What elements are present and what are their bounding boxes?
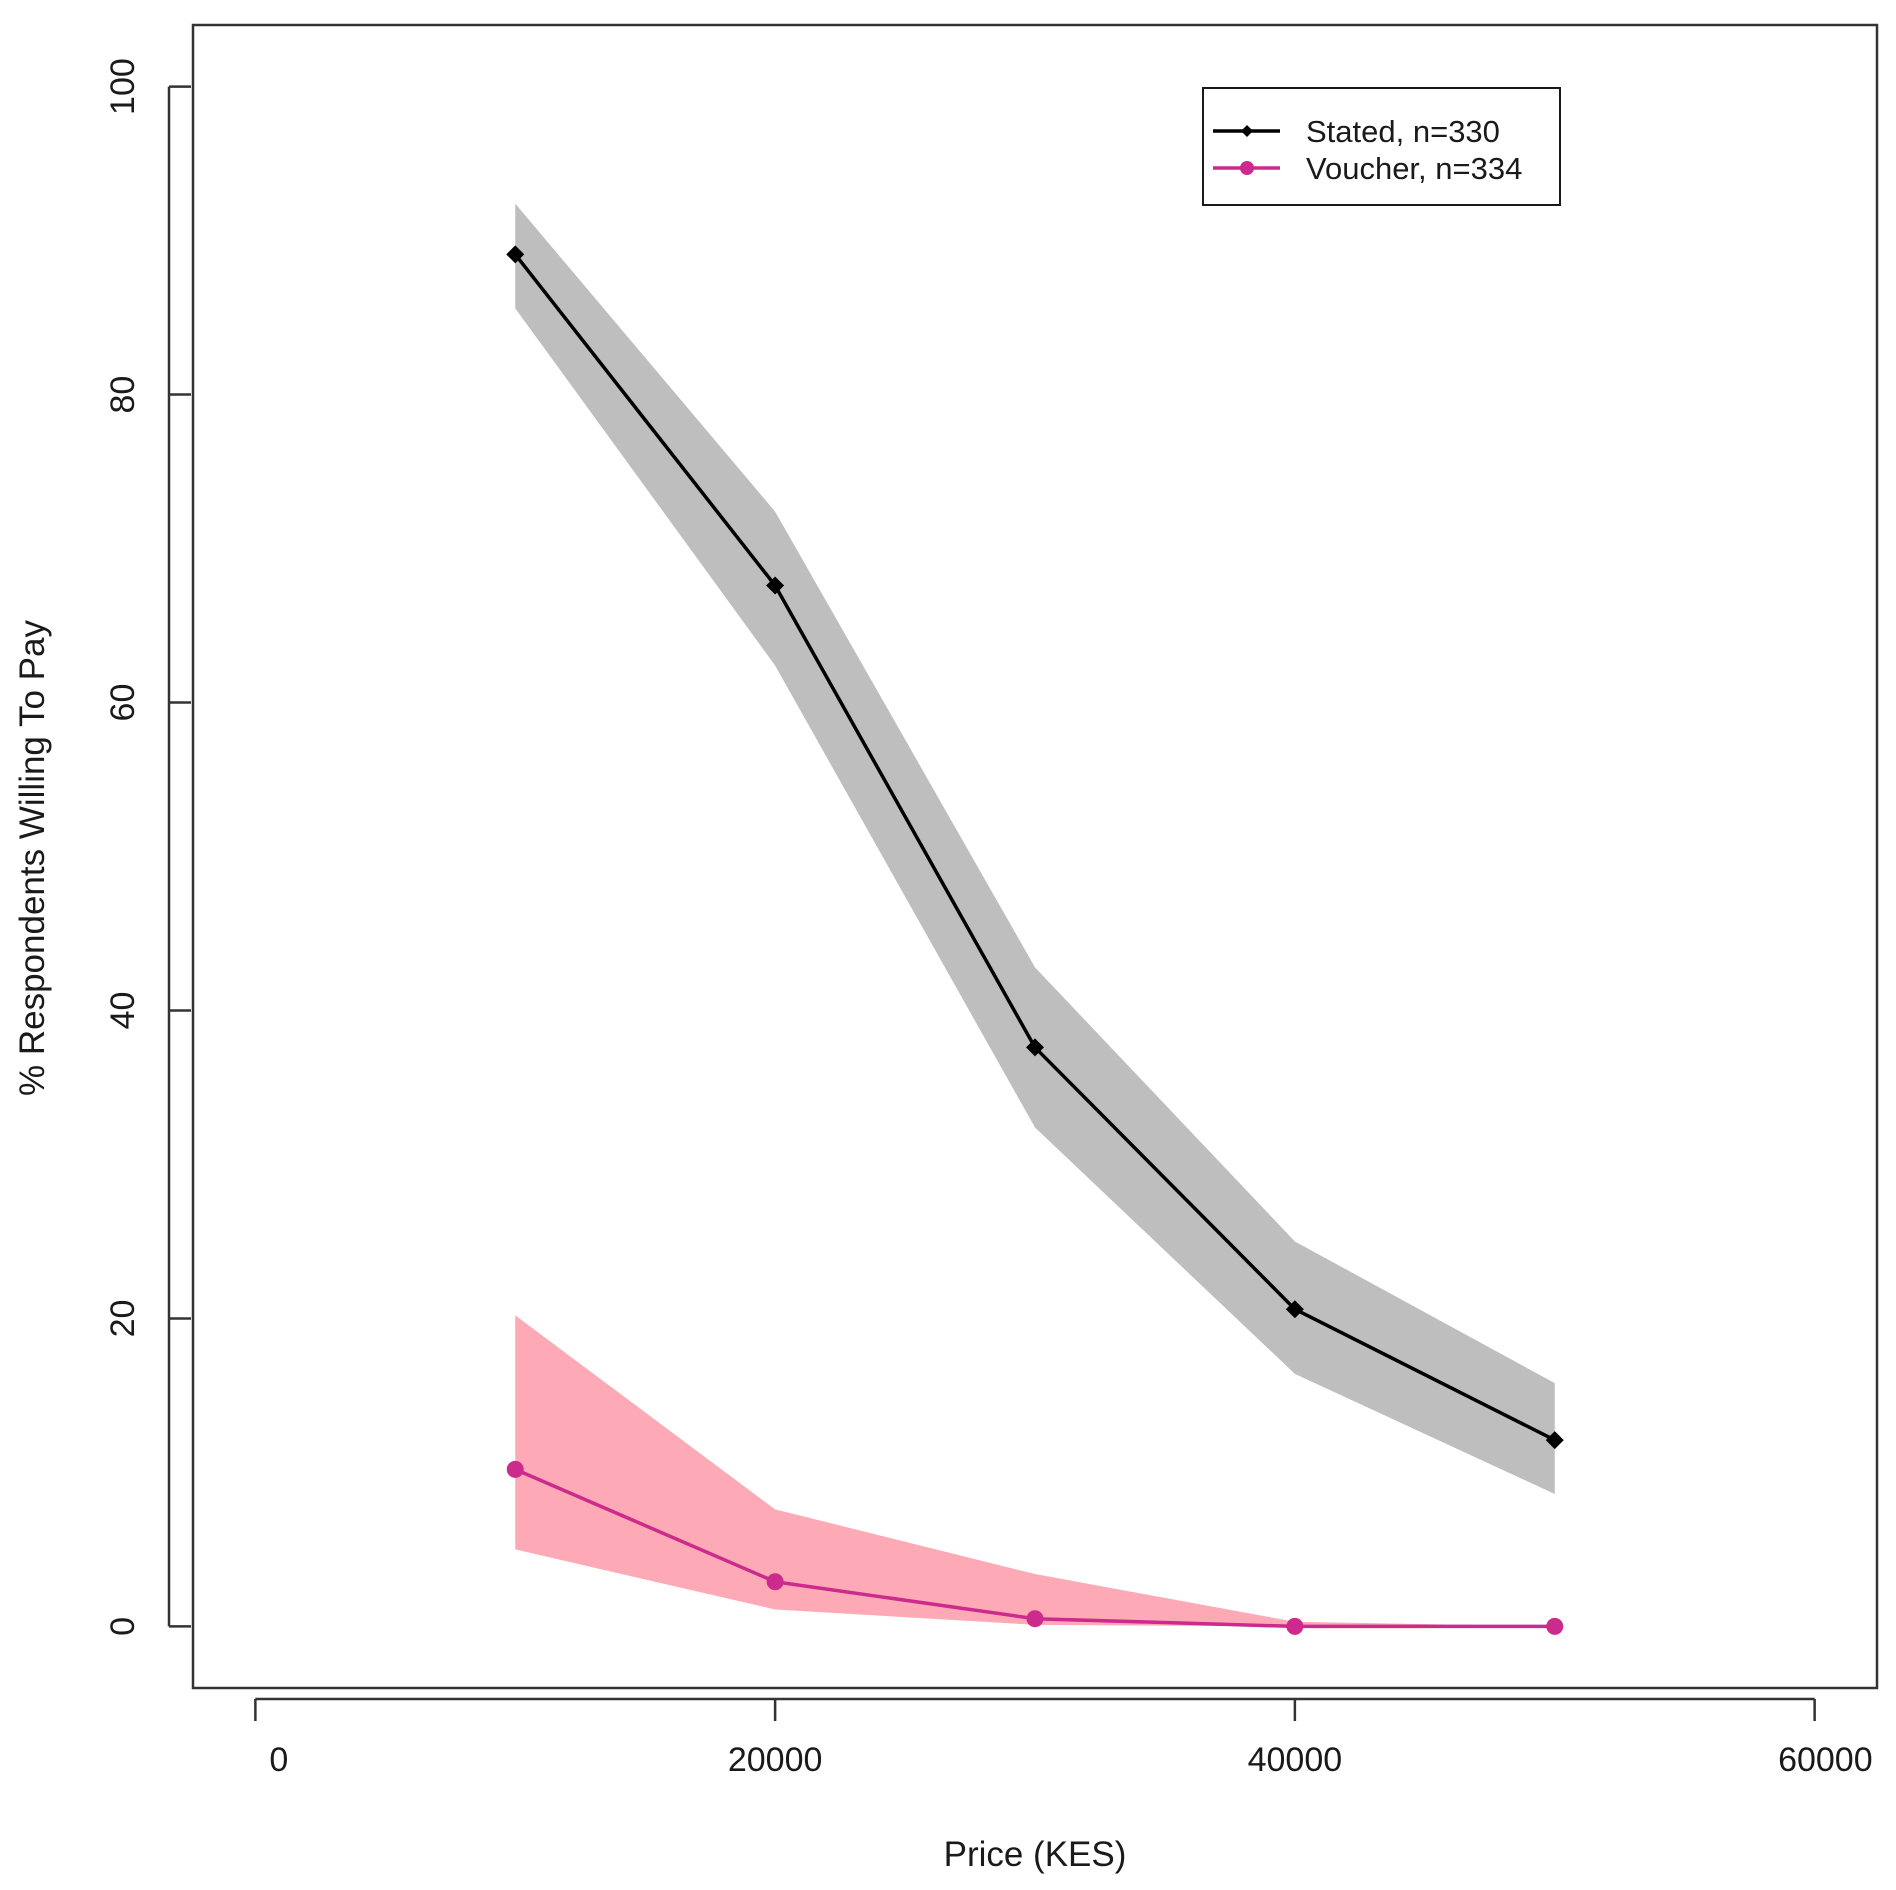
- x-tick-label: 40000: [1248, 1741, 1343, 1779]
- legend-box: [1202, 87, 1561, 206]
- legend-stated-marker: [1241, 125, 1253, 137]
- x-tick-label: 20000: [728, 1741, 823, 1779]
- y-tick-label: 100: [104, 58, 142, 115]
- y-tick-label: 20: [104, 1300, 142, 1338]
- voucher-ci-band: [515, 1315, 1555, 1627]
- y-tick-label: 80: [104, 376, 142, 414]
- stated-point: [1285, 1300, 1304, 1319]
- legend-stated-label: Stated, n=330: [1306, 114, 1500, 149]
- legend-voucher-label: Voucher, n=334: [1306, 151, 1522, 186]
- voucher-point: [766, 1573, 784, 1591]
- stated-ci-band: [515, 203, 1555, 1494]
- x-axis-label: Price (KES): [944, 1835, 1127, 1874]
- y-tick-label: 0: [104, 1617, 142, 1636]
- stated-point: [1545, 1431, 1564, 1450]
- voucher-point: [506, 1460, 524, 1478]
- y-axis-label: % Respondents Willing To Pay: [13, 620, 52, 1096]
- y-tick-label: 40: [104, 992, 142, 1030]
- x-tick-label: 60000: [1778, 1741, 1873, 1779]
- confidence-bands: [515, 203, 1555, 1627]
- x-tick-label: 0: [269, 1741, 288, 1779]
- y-axis: 0 20 40 60 80 100: [104, 58, 191, 1636]
- stated-point: [766, 576, 785, 595]
- voucher-point: [1546, 1617, 1564, 1635]
- voucher-point: [1286, 1617, 1304, 1635]
- plot-frame: [191, 23, 1879, 1690]
- voucher-point: [1026, 1610, 1044, 1628]
- stated-point: [506, 245, 525, 264]
- series-markers: [506, 245, 1564, 1635]
- x-axis: 0 20000 40000 60000: [254, 1697, 1873, 1779]
- stated-point: [1026, 1038, 1044, 1057]
- y-tick-label: 60: [104, 684, 142, 722]
- legend-voucher-marker: [1240, 161, 1254, 175]
